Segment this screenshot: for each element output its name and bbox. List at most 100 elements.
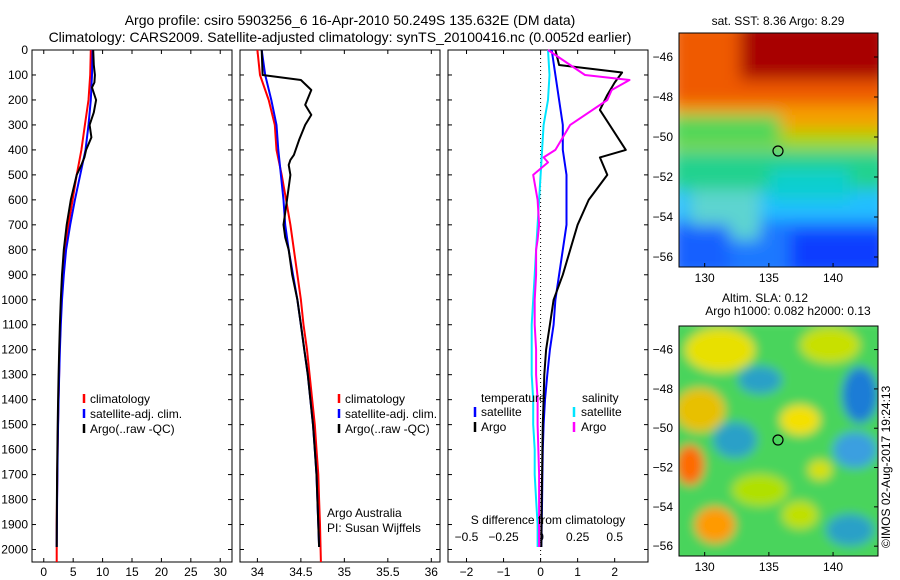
series-line-satellite-adj-clim: [55, 49, 94, 548]
legend-label-satellite: satellite-adj. clim.: [345, 407, 437, 421]
map-y-tick-label: −50: [653, 130, 674, 144]
difference-panel-frame: [447, 49, 649, 563]
y-tick-label: 100: [8, 68, 28, 82]
temperature-legend: climatology satellite-adj. clim. Argo(..…: [82, 392, 182, 436]
map-y-tick-label: −50: [653, 421, 674, 435]
map-y-tick-label: −52: [653, 461, 674, 475]
map-x-tick-label: 130: [695, 560, 715, 574]
y-tick-label: 1200: [1, 343, 28, 357]
x-tick-label: 15: [125, 565, 139, 579]
map-y-tick-label: −52: [653, 170, 674, 184]
y-tick-label: 200: [8, 93, 28, 107]
series-line-satellite-adj-clim: [260, 49, 321, 548]
map-y-tick-label: −46: [653, 343, 674, 357]
s-tick-label: −0.25: [488, 530, 519, 544]
y-tick-label: 600: [8, 193, 28, 207]
y-tick-label: 700: [8, 218, 28, 232]
x-tick-label: 20: [155, 565, 169, 579]
x-tick-label: 35.5: [376, 565, 400, 579]
series-line-t-argo: [540, 49, 627, 548]
y-tick-label: 500: [8, 168, 28, 182]
difference-legend: temperature satellite Argo salinity sate…: [473, 391, 622, 434]
figure-title-line2: Climatology: CARS2009. Satellite-adjuste…: [49, 29, 632, 45]
figure-title-line1: Argo profile: csiro 5903256_6 16-Apr-201…: [125, 12, 576, 28]
sst-map: sat. SST: 8.36 Argo: 8.29 130 135 140 −46 −4…: [653, 14, 879, 285]
y-tick-label: 300: [8, 118, 28, 132]
legend-label-climatology: climatology: [345, 392, 405, 406]
sst-heatmap-field: [679, 33, 878, 267]
y-tick-label: 1700: [1, 468, 28, 482]
series-line-s-satellite: [530, 49, 551, 547]
map-y-tick-label: −46: [653, 50, 674, 64]
x-tick-label: 25: [184, 565, 198, 579]
map-x-tick-label: 135: [759, 560, 779, 574]
sst-map-frame: [678, 32, 879, 268]
y-tick-label: 1300: [1, 368, 28, 382]
map-y-tick-label: −54: [653, 210, 674, 224]
series-line-climatology: [256, 49, 322, 563]
x-tick-label: 34: [251, 565, 265, 579]
sla-heatmap-field: [679, 326, 878, 556]
map-y-tick-label: −56: [653, 539, 674, 553]
y-tick-label: 1000: [1, 293, 28, 307]
y-tick-label: 1900: [1, 518, 28, 532]
x-tick-label: −1: [497, 565, 511, 579]
y-tick-label: 1800: [1, 493, 28, 507]
map-x-tick-label: 135: [759, 271, 779, 285]
x-tick-label: 0: [40, 565, 47, 579]
s-tick-label: −0.5: [455, 530, 479, 544]
map-x-tick-label: 140: [823, 271, 843, 285]
temperature-panel: 0100200300400500600700800900100011001200…: [1, 43, 232, 580]
series-line-argo-raw-qc: [55, 49, 98, 548]
x-tick-label: 34.5: [289, 565, 313, 579]
x-tick-label: 2: [611, 565, 618, 579]
legend-title-salinity: salinity: [582, 391, 619, 405]
map-x-tick-label: 130: [695, 271, 715, 285]
sla-map-title-line1: Altim. SLA: 0.12: [722, 291, 808, 305]
sst-argo-location-marker: [772, 145, 784, 157]
legend-label-satellite: satellite-adj. clim.: [90, 407, 182, 421]
y-tick-label: 1500: [1, 418, 28, 432]
difference-panel: −2−1012T difference from climatology−0.5…: [448, 49, 648, 580]
y-tick-label: 1100: [2, 318, 28, 332]
series-line-s-argo: [532, 49, 631, 547]
salinity-legend: climatology satellite-adj. clim. Argo(..…: [337, 392, 437, 436]
x-tick-label: 0: [537, 565, 544, 579]
x-tick-label: 36: [425, 565, 439, 579]
sla-map-frame: [678, 325, 879, 557]
attribution-line1: Argo Australia: [327, 506, 402, 520]
sla-map: Altim. SLA: 0.12 Argo h1000: 0.082 h2000…: [653, 291, 879, 574]
s-difference-axis-label: S difference from climatology: [471, 513, 626, 527]
sla-map-title-line2: Argo h1000: 0.082 h2000: 0.13: [705, 304, 871, 318]
y-tick-label: 900: [8, 268, 28, 282]
s-tick-label: 0.25: [566, 530, 590, 544]
map-y-tick-label: −54: [653, 500, 674, 514]
legend-title-temperature: temperature: [481, 391, 546, 405]
map-y-tick-label: −48: [653, 382, 674, 396]
y-tick-label: 800: [8, 243, 28, 257]
legend-label-t-satellite: satellite: [481, 405, 522, 419]
sst-map-title: sat. SST: 8.36 Argo: 8.29: [712, 14, 845, 28]
x-tick-label: 1: [574, 565, 581, 579]
y-tick-label: 1400: [1, 393, 28, 407]
map-y-tick-label: −48: [653, 90, 674, 104]
y-tick-label: 400: [8, 143, 28, 157]
x-tick-label: 5: [70, 565, 77, 579]
legend-label-climatology: climatology: [90, 392, 150, 406]
y-tick-label: 0: [21, 43, 28, 57]
sla-argo-location-marker: [772, 434, 784, 446]
s-tick-label: 0.5: [606, 530, 623, 544]
credit-stamp: ©IMOS 02-Aug-2017 19:24:13: [879, 385, 893, 548]
series-line-argo-raw-qc: [260, 49, 321, 548]
y-tick-label: 1600: [1, 443, 28, 457]
attribution-line2: PI: Susan Wijffels: [327, 521, 421, 535]
legend-label-argo: Argo(..raw -QC): [345, 422, 430, 436]
legend-label-argo: Argo(..raw -QC): [90, 422, 175, 436]
map-x-tick-label: 140: [823, 560, 843, 574]
legend-label-s-satellite: satellite: [581, 405, 622, 419]
x-tick-label: 30: [214, 565, 228, 579]
x-tick-label: −2: [460, 565, 474, 579]
x-tick-label: 35: [338, 565, 352, 579]
